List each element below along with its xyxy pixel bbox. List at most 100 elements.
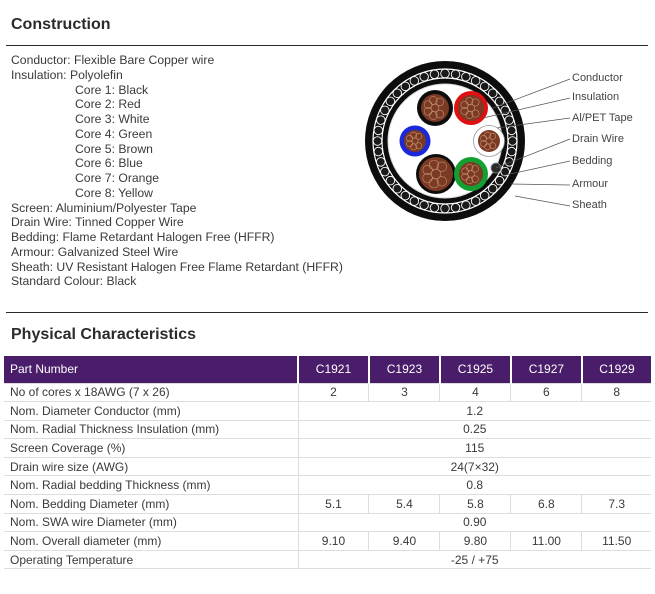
conductor-strand xyxy=(480,134,487,142)
row-label: Nom. Overall diameter (mm) xyxy=(4,531,299,551)
conductor-strand xyxy=(465,176,474,185)
table-row: Nom. Diameter Conductor (mm) 1.2 xyxy=(4,401,651,421)
table-row: Nom. Bedding Diameter (mm) 5.1 5.4 5.8 6… xyxy=(4,494,651,514)
row-label: Nom. SWA wire Diameter (mm) xyxy=(4,512,299,533)
cell-value: 11.50 xyxy=(581,531,651,551)
conductor-strand xyxy=(480,140,487,148)
armour-wire xyxy=(429,202,440,213)
cell-value-span: 0.90 xyxy=(297,512,651,533)
armour-wire xyxy=(373,125,384,136)
row-label: Operating Temperature xyxy=(4,549,299,570)
table-row: Nom. Radial bedding Thickness (mm) 0.8 xyxy=(4,475,651,496)
armour-wire xyxy=(506,125,517,136)
construction-spec-list: Conductor: Flexible Bare Copper wire Ins… xyxy=(11,53,343,289)
core-green-conductor xyxy=(459,162,483,186)
spec-screen: Screen: Aluminium/Polyester Tape xyxy=(11,200,197,215)
conductor-strand xyxy=(484,143,492,151)
armour-ring-inner xyxy=(381,77,509,205)
armour-wire xyxy=(429,69,440,80)
row-label: Nom. Radial bedding Thickness (mm) xyxy=(4,475,299,496)
construction-title: Construction xyxy=(11,16,111,33)
armour-wire xyxy=(373,146,384,157)
label-drain-wire: Drain Wire xyxy=(572,133,624,145)
conductor-strand xyxy=(415,132,423,140)
armour-wire xyxy=(461,200,471,210)
construction-divider xyxy=(6,45,648,46)
conductor-strand xyxy=(465,97,474,105)
cell-value: 2 xyxy=(297,382,370,403)
armour-wire xyxy=(400,81,411,92)
cell-value-span: 115 xyxy=(297,438,651,458)
armour-wire xyxy=(376,157,386,167)
armour-wire xyxy=(380,166,390,177)
armour-wire xyxy=(450,69,461,80)
conductor-strand xyxy=(465,111,474,119)
cell-value: 9.80 xyxy=(439,531,512,551)
header-c1921: C1921 xyxy=(298,356,370,383)
cable-cross-section-drawing xyxy=(365,61,571,221)
spec-core-7: Core 7: Orange xyxy=(75,171,160,185)
spec-core-5: Core 5: Brown xyxy=(75,141,153,156)
core-black-conductor xyxy=(421,94,449,122)
core-white-conductor xyxy=(478,130,500,152)
conductor-strand xyxy=(415,142,423,150)
armour-wire xyxy=(507,136,518,146)
table-row: Operating Temperature -25 / +75 xyxy=(4,549,651,570)
armour-wire xyxy=(385,175,396,186)
conductor-strand xyxy=(461,167,469,175)
conductor-strand xyxy=(429,111,438,120)
header-c1929: C1929 xyxy=(581,356,651,383)
spec-core-3: Core 3: White xyxy=(75,112,150,126)
armour-wire xyxy=(450,202,461,213)
conductor-strand xyxy=(406,134,413,142)
conductor-strand xyxy=(435,97,445,107)
armour-wire xyxy=(419,200,429,210)
table-row: Nom. SWA wire Diameter (mm) 0.90 xyxy=(4,512,651,533)
armour-wire xyxy=(470,76,481,86)
label-conductor: Conductor xyxy=(572,72,623,84)
table-row: No of cores x 18AWG (7 x 26) 2 3 4 6 8 xyxy=(4,382,651,403)
spec-standard-colour: Standard Colour: Black xyxy=(11,274,137,289)
label-armour: Armour xyxy=(572,178,609,190)
cell-value-span: 24(7×32) xyxy=(297,456,651,477)
armour-wire xyxy=(409,196,420,206)
cell-value: 7.3 xyxy=(581,494,651,514)
cell-value: 9.40 xyxy=(368,531,441,551)
spec-core-1: Core 1: Black xyxy=(75,82,149,97)
armour-wire xyxy=(479,190,490,201)
spec-core-6: Core 6: Blue xyxy=(75,156,143,171)
cell-value-span: 0.25 xyxy=(297,419,651,440)
cell-value: 5.8 xyxy=(439,494,512,514)
armour-wire xyxy=(409,76,420,86)
row-label: Nom. Diameter Conductor (mm) xyxy=(4,401,299,421)
conductor-strand xyxy=(406,140,413,148)
row-label: Nom. Bedding Diameter (mm) xyxy=(4,494,299,514)
armour-wire xyxy=(470,196,481,206)
table-row: Nom. Radial Thickness Insulation (mm) 0.… xyxy=(4,419,651,440)
armour-wire xyxy=(504,115,514,125)
cable-cross-section-diagram: Conductor Insulation Al/PET Tape Drain W… xyxy=(365,56,655,226)
conductor-strand xyxy=(423,107,433,116)
label-insulation: Insulation xyxy=(572,91,620,103)
physical-characteristics-table: Part Number C1921 C1923 C1925 C1927 C192… xyxy=(4,356,651,570)
conductor-strand xyxy=(465,163,474,172)
armour-wire xyxy=(392,88,403,99)
conductor-strand xyxy=(489,142,497,150)
conductor-strand xyxy=(428,178,439,189)
armour-wire xyxy=(400,190,411,201)
cell-value: 3 xyxy=(368,382,441,403)
armour-wire xyxy=(461,72,471,82)
cell-value: 5.4 xyxy=(368,494,441,514)
conductor-strand xyxy=(460,107,469,116)
armour-wire xyxy=(440,68,450,79)
core-red-conductor xyxy=(458,95,484,121)
label-leaders xyxy=(482,78,571,207)
cell-value: 9.10 xyxy=(297,531,370,551)
armour-wire xyxy=(494,175,505,186)
cores xyxy=(399,90,505,194)
spec-conductor: Conductor: Flexible Bare Copper wire xyxy=(11,53,215,67)
cell-value: 6.8 xyxy=(510,494,583,514)
cell-value: 8 xyxy=(581,382,651,403)
armour-wire xyxy=(372,136,383,146)
spec-bedding: Bedding: Flame Retardant Halogen Free (H… xyxy=(11,230,275,244)
